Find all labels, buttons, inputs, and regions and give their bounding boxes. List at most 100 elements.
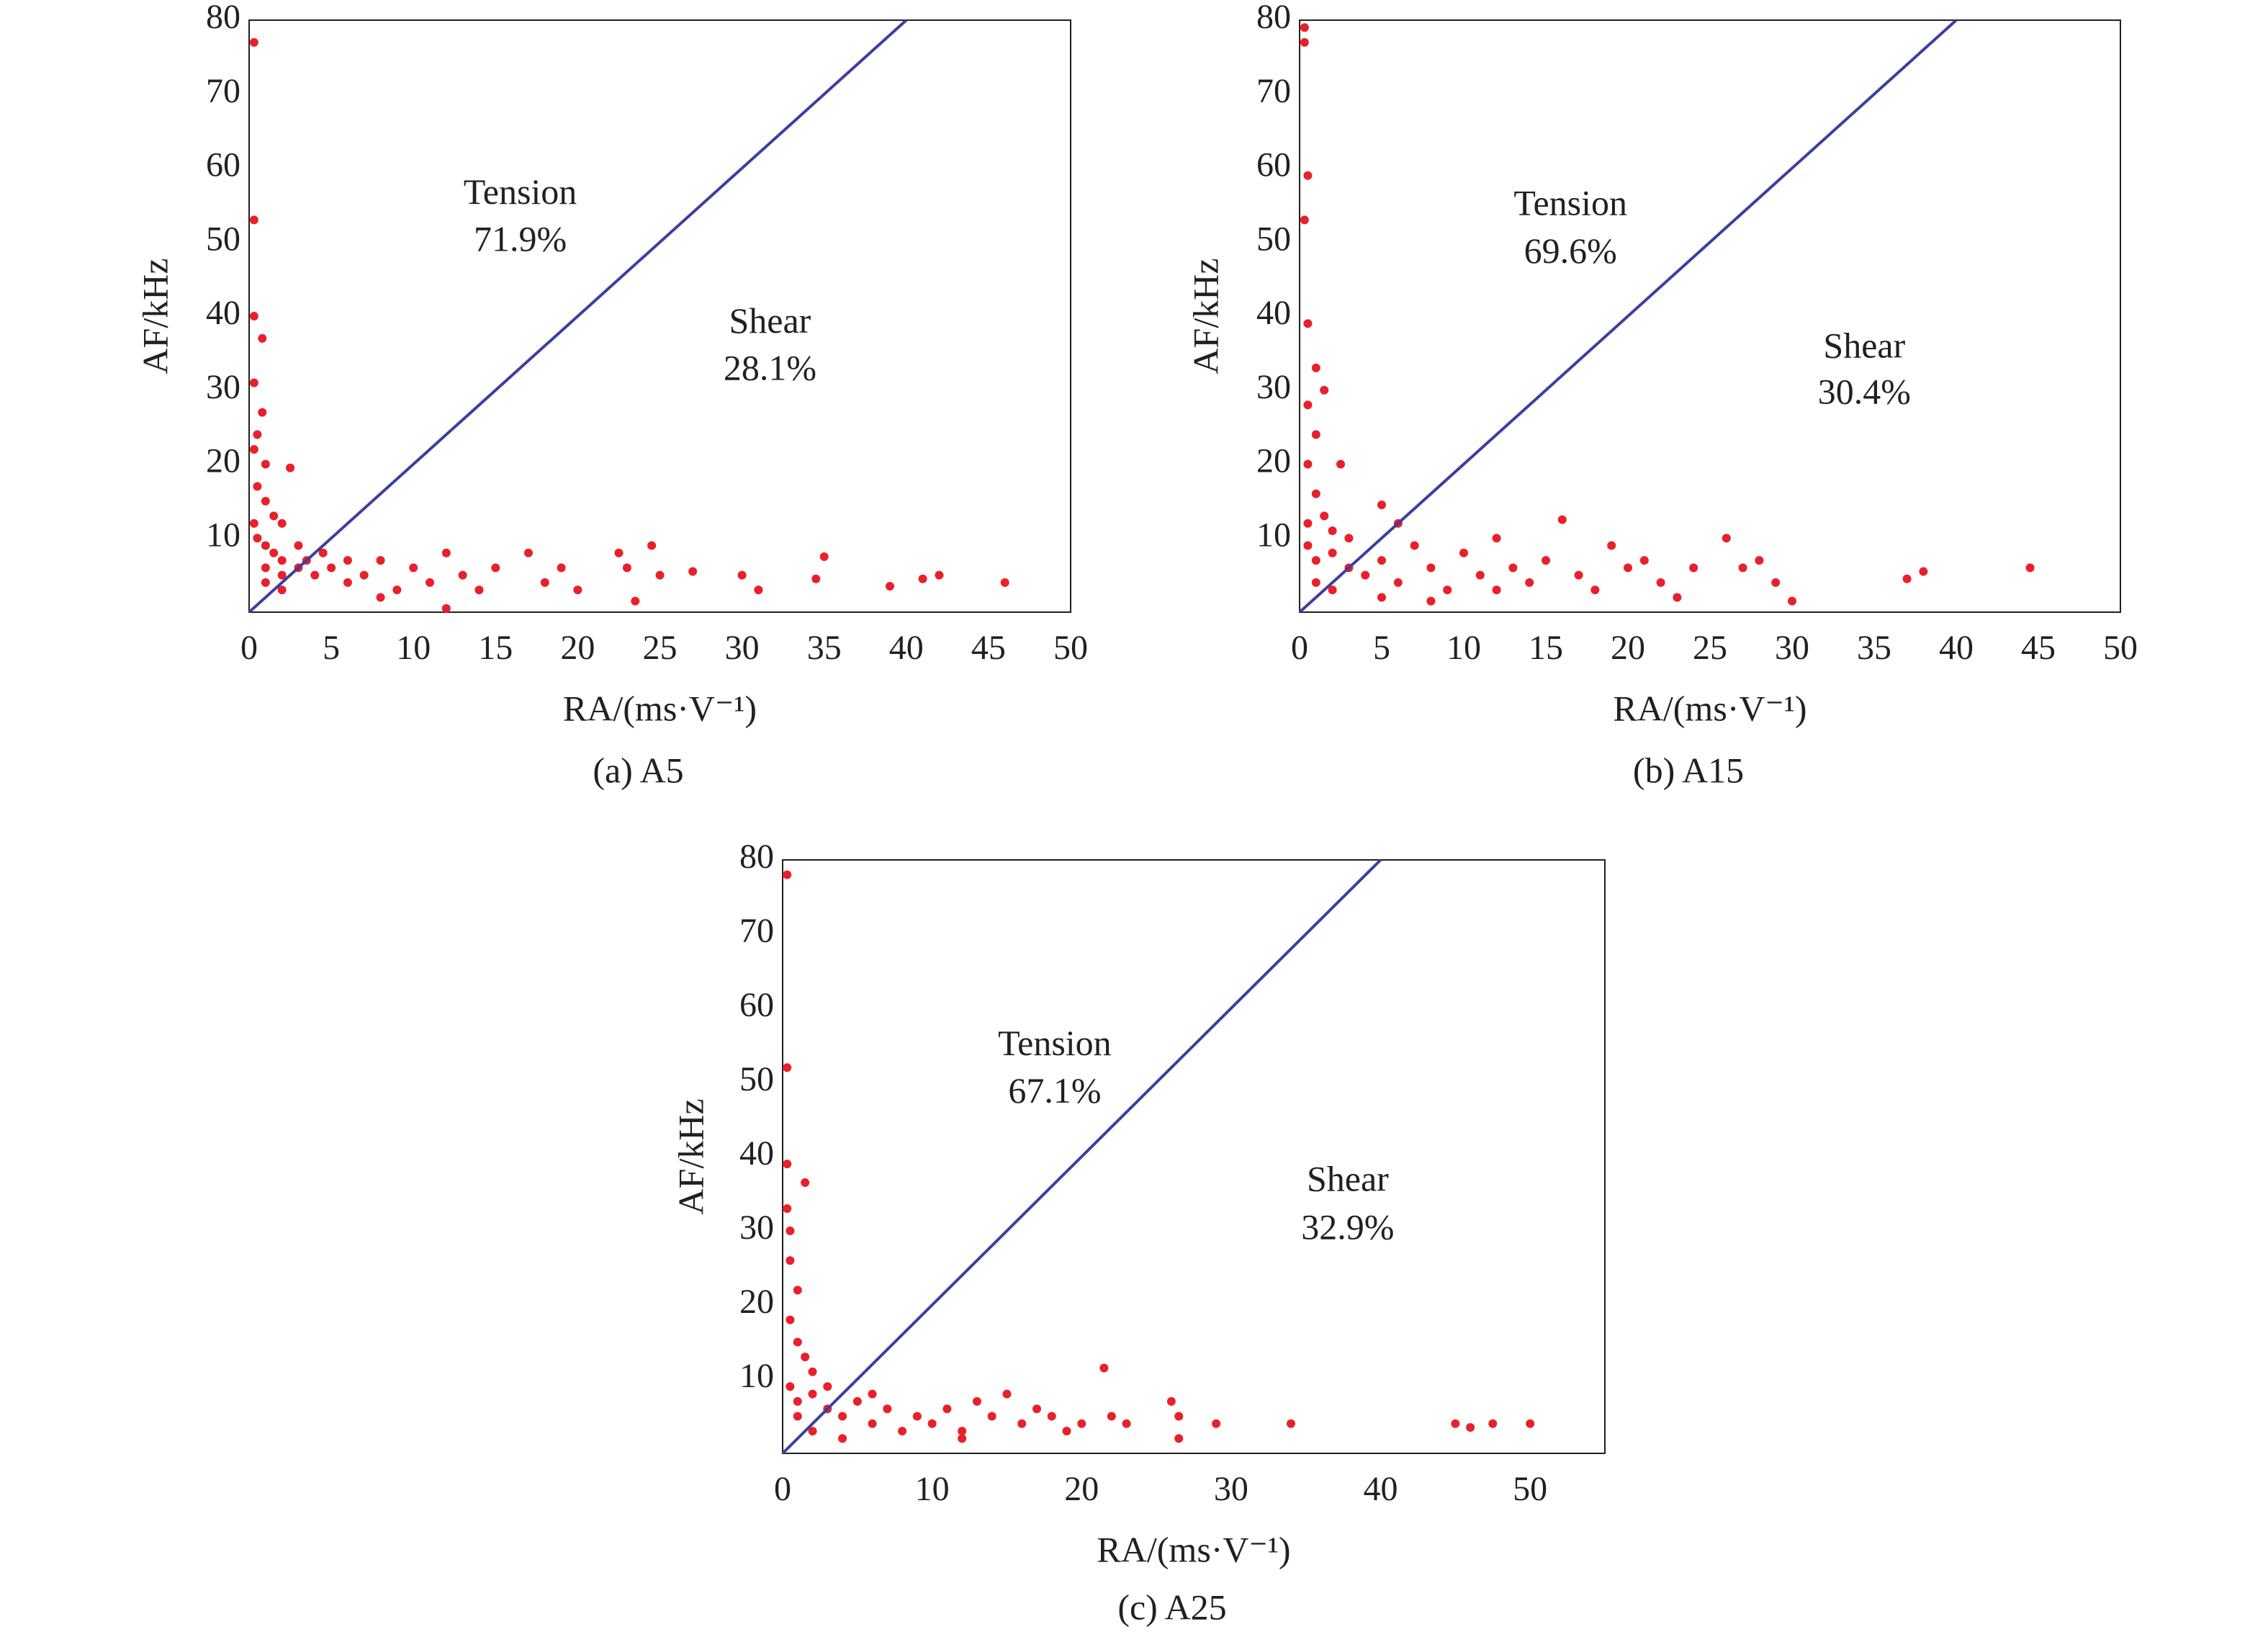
y-tick-label: 50 xyxy=(206,220,240,258)
x-tick-label: 45 xyxy=(2021,629,2056,667)
point xyxy=(838,1412,847,1421)
point xyxy=(1336,459,1345,469)
point xyxy=(261,563,270,573)
y-tick-label: 50 xyxy=(1256,220,1291,258)
point xyxy=(318,548,328,557)
y-tick-label: 50 xyxy=(739,1060,774,1098)
x-tick-label: 15 xyxy=(478,629,513,667)
point xyxy=(258,408,267,417)
point xyxy=(249,312,258,320)
y-tick-label: 60 xyxy=(206,146,240,184)
point xyxy=(754,586,763,595)
annotation: Tension xyxy=(1513,182,1627,223)
point xyxy=(1919,567,1928,576)
y-tick-label: 80 xyxy=(739,838,774,876)
y-tick-label: 10 xyxy=(206,516,240,554)
x-tick-label: 35 xyxy=(1857,629,1891,667)
annotation: 69.6% xyxy=(1524,230,1617,271)
y-tick-label: 40 xyxy=(739,1134,774,1172)
point xyxy=(2025,563,2035,573)
x-tick-label: 0 xyxy=(1291,629,1308,667)
point xyxy=(1443,586,1452,595)
point xyxy=(1673,593,1682,602)
point xyxy=(1174,1412,1184,1421)
point xyxy=(540,578,549,587)
point xyxy=(458,570,467,580)
point xyxy=(1639,556,1649,565)
point xyxy=(1656,578,1665,587)
point xyxy=(294,541,303,550)
point xyxy=(557,563,566,573)
point xyxy=(811,574,821,583)
point xyxy=(868,1419,877,1428)
x-tick-label: 25 xyxy=(643,629,678,667)
point xyxy=(819,552,829,561)
y-tick-label: 10 xyxy=(1256,516,1291,554)
point xyxy=(958,1427,967,1436)
x-tick-label: 50 xyxy=(2103,629,2138,667)
y-tick-label: 30 xyxy=(206,368,240,406)
point xyxy=(783,870,792,879)
y-tick-label: 60 xyxy=(739,986,774,1024)
point xyxy=(573,586,582,595)
point xyxy=(942,1404,952,1414)
point xyxy=(898,1427,907,1436)
annotation: Shear xyxy=(1307,1159,1389,1199)
point xyxy=(987,1412,996,1421)
y-tick-label: 30 xyxy=(1256,368,1291,406)
point xyxy=(1212,1419,1221,1428)
point xyxy=(1303,319,1313,328)
point xyxy=(1410,541,1419,550)
y-axis-label: AF/kHz xyxy=(135,258,175,374)
x-axis-label: RA/(ms·V⁻¹) xyxy=(563,688,757,728)
x-tick-label: 0 xyxy=(774,1470,791,1508)
point xyxy=(1328,586,1337,595)
point xyxy=(786,1382,795,1391)
annotation: Shear xyxy=(1823,326,1905,366)
point xyxy=(1788,596,1796,606)
x-tick-label: 30 xyxy=(1214,1470,1248,1508)
x-tick-label: 5 xyxy=(323,629,340,667)
plot-frame xyxy=(782,859,1606,1454)
x-tick-label: 30 xyxy=(1775,629,1809,667)
point xyxy=(783,1204,792,1214)
point xyxy=(1508,563,1518,573)
y-tick-label: 70 xyxy=(206,72,240,110)
boundary-line xyxy=(781,858,1382,1455)
x-axis-label: RA/(ms·V⁻¹) xyxy=(1613,688,1806,728)
point xyxy=(793,1412,802,1421)
point xyxy=(327,563,336,573)
point xyxy=(253,534,262,543)
point xyxy=(801,1353,810,1362)
x-tick-label: 10 xyxy=(915,1470,950,1508)
y-axis-label: AF/kHz xyxy=(1185,258,1225,374)
point xyxy=(426,578,435,587)
point xyxy=(261,541,270,550)
point xyxy=(1328,548,1337,557)
point xyxy=(1320,511,1329,521)
point xyxy=(1689,563,1698,573)
point xyxy=(1377,501,1386,510)
point xyxy=(737,570,747,580)
point xyxy=(261,496,270,506)
point xyxy=(1755,556,1764,565)
point xyxy=(269,548,279,557)
point xyxy=(935,570,944,580)
point xyxy=(1542,556,1550,565)
point xyxy=(885,582,894,591)
y-tick-label: 10 xyxy=(739,1357,774,1395)
x-axis-label: RA/(ms·V⁻¹) xyxy=(1097,1529,1290,1569)
point xyxy=(1492,534,1501,543)
point xyxy=(286,463,295,472)
point xyxy=(277,586,287,595)
point xyxy=(1300,37,1309,47)
point xyxy=(258,333,267,343)
annotation: 67.1% xyxy=(1008,1070,1101,1111)
x-tick-label: 50 xyxy=(1513,1470,1547,1508)
point xyxy=(1475,570,1485,580)
caption: (b) A15 xyxy=(1633,750,1744,790)
y-tick-label: 20 xyxy=(739,1283,774,1321)
point xyxy=(1361,570,1370,580)
